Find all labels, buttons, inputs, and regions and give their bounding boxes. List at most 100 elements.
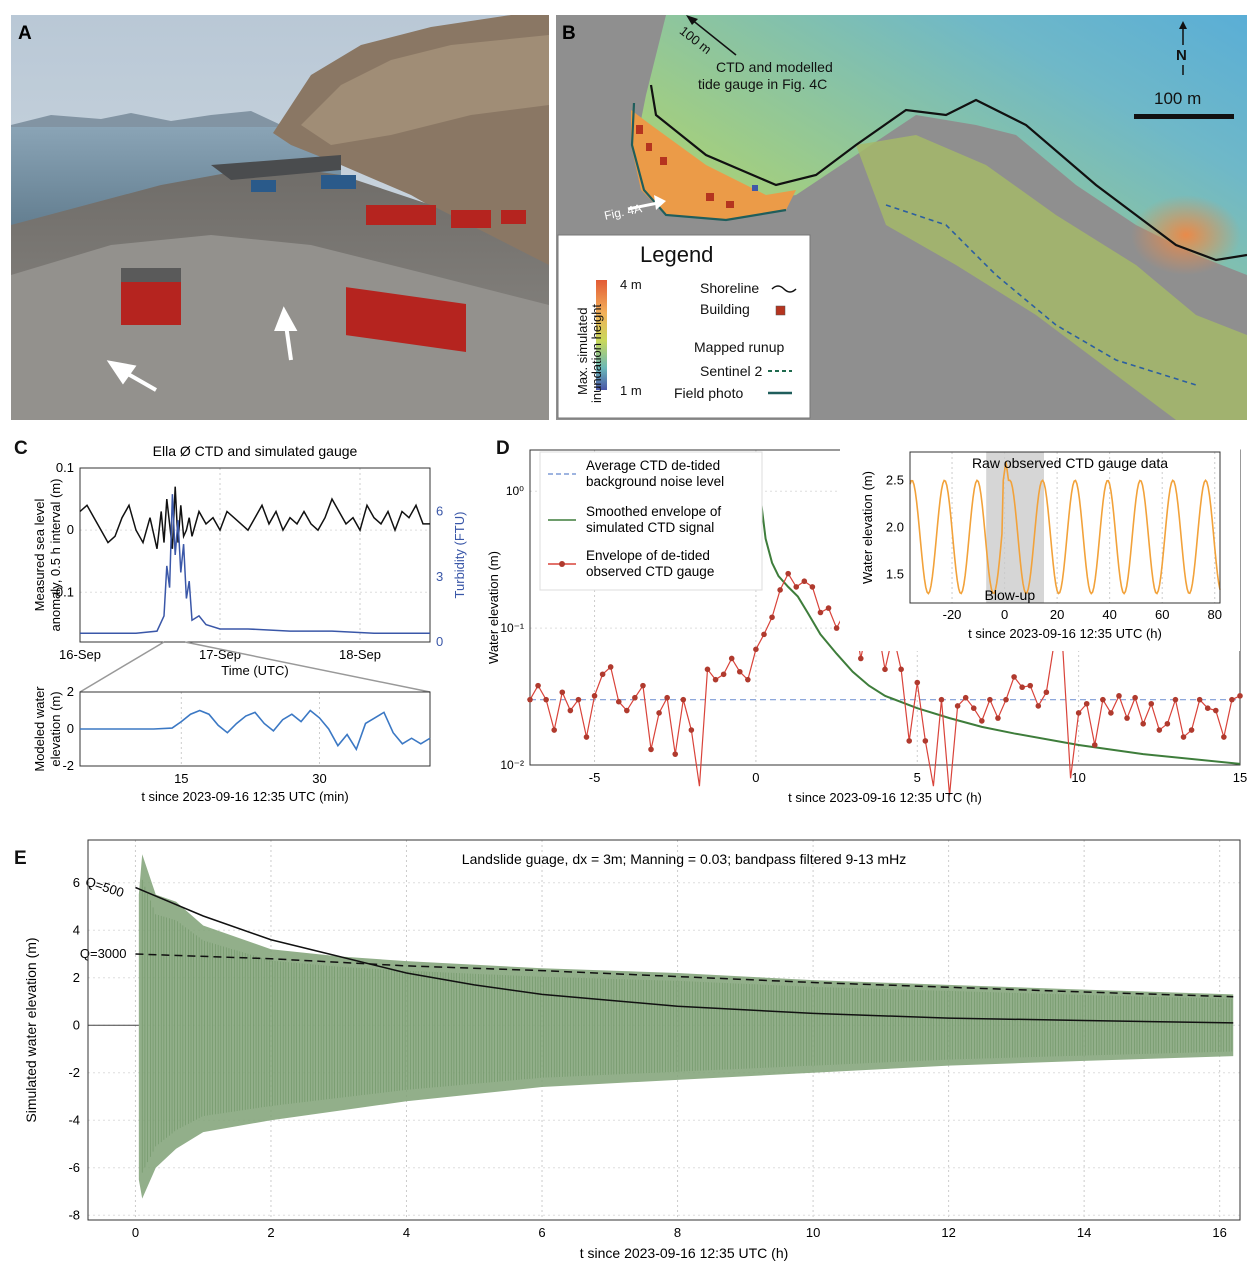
chart-e-ytick-label: -8 (68, 1207, 80, 1222)
chart-e-oscillation (141, 879, 1233, 1173)
chart-c-y2tick-label: 0 (436, 634, 443, 649)
chart-d-inset-xtick-label: 40 (1102, 607, 1116, 622)
chart-d-point (615, 698, 622, 705)
panel-e-chart: 0 2 4 6 8 10 12 14 16 6 4 2 0 -2 -4 -6 -8 Q=500 Q=3000 Land… (23, 839, 1241, 1261)
chart-d-point (995, 715, 1001, 721)
chart-c2-line (80, 709, 431, 752)
chart-d-point (680, 696, 687, 703)
chart-d-inset-xtick-label: 60 (1155, 607, 1169, 622)
chart-d-inset-xlabel: t since 2023-09-16 12:35 UTC (h) (968, 626, 1162, 641)
chart-d-point (712, 676, 719, 683)
chart-d-legend-label: simulated CTD signal (586, 520, 714, 535)
chart-d-inset-shade (986, 452, 1044, 603)
chart-c-ylabel-2: anomaly, 0.5 h interval (m) (48, 479, 63, 632)
chart-d-point (1027, 682, 1034, 689)
chart-d-point (882, 666, 888, 673)
chart-e-decay-curve-0 (135, 886, 1234, 1024)
chart-d-point (624, 707, 630, 714)
chart-d-legend-label: background noise level (586, 474, 724, 489)
chart-d-point (962, 694, 969, 701)
chart-d-point (1237, 693, 1243, 699)
chart-d-point (1221, 734, 1227, 740)
chart-d-point (567, 707, 574, 714)
chart-e-ytick-label: 6 (73, 875, 80, 890)
chart-e-ytick-label: 2 (73, 970, 80, 985)
chart-d-point (559, 689, 566, 696)
chart-e-ytick-label: -6 (68, 1160, 80, 1175)
chart-d-point (728, 655, 735, 662)
chart-d-point (656, 710, 662, 716)
chart-d-point (825, 605, 832, 611)
chart-c-title: Ella Ø CTD and simulated gauge (153, 443, 358, 459)
colorbar-bottom-label: 1 m (620, 383, 642, 398)
chart-d-point (1140, 720, 1146, 727)
chart-c-ytick-label: 0 (67, 522, 74, 537)
chart-e-xtick-label: 16 (1212, 1225, 1226, 1240)
chart-d-inset-line (909, 461, 1221, 595)
chart-d-xtick-label: 15 (1233, 770, 1247, 785)
chart-d-ylabel: Water elevation (m) (486, 551, 501, 664)
chart-d-point (1100, 696, 1106, 703)
north-label: N (1176, 47, 1187, 64)
chart-e-xtick-label: 8 (674, 1225, 681, 1240)
chart-d-legend-label: observed CTD gauge (586, 564, 714, 579)
panel-a-letter: A (18, 23, 32, 44)
chart-d-inset-xtick-label: 20 (1050, 607, 1064, 622)
chart-c-zoom-line (184, 641, 431, 693)
chart-d-point (1188, 727, 1195, 733)
chart-d-point (1172, 696, 1179, 703)
chart-d-legend-marker (559, 561, 565, 567)
chart-d-inset-ytick-label: 2.0 (886, 520, 904, 535)
chart-c-turbidity-line (80, 494, 430, 635)
chart-d-series-line-1 (754, 466, 1241, 765)
chart-d-point (857, 655, 864, 662)
chart-d-inset-xtick-label: 80 (1208, 607, 1222, 622)
chart-d-point (1156, 727, 1163, 733)
chart-d-point (1108, 710, 1114, 716)
colorbar-label-1: Max. simulated (575, 307, 590, 395)
chart-e-frame (87, 839, 1241, 1221)
chart-d-point (575, 696, 582, 703)
chart-d-point (793, 584, 800, 590)
chart-c-frame (79, 467, 431, 643)
chart-d-point (906, 738, 913, 744)
legend-building: Building (700, 301, 750, 317)
chart-d-point (704, 666, 711, 673)
chart-d-point (672, 751, 679, 757)
chart-d-ytick-label: 10⁻¹ (500, 621, 524, 635)
chart-e-xtick-label: 6 (538, 1225, 545, 1240)
panel-e-letter: E (14, 848, 27, 869)
chart-c2-ytick-label: -2 (62, 758, 74, 773)
legend-sentinel: Sentinel 2 (700, 363, 763, 379)
chart-c-xtick-label: 18-Sep (339, 647, 381, 662)
chart-d-point (970, 705, 977, 711)
chart-d-point (761, 631, 767, 638)
chart-d-point (898, 666, 904, 673)
chart-d-xlabel: t since 2023-09-16 12:35 UTC (h) (788, 790, 982, 805)
chart-c2-ytick-label: 2 (67, 684, 74, 699)
chart-c-ytick-label: -0.1 (52, 584, 74, 599)
chart-d-point (1212, 707, 1219, 714)
chart-d-xtick-label: 5 (914, 770, 921, 785)
chart-c2-xtick-label: 15 (174, 771, 188, 786)
chart-d-point (543, 696, 549, 703)
chart-d-point (801, 578, 808, 585)
colorbar-label-2: inundation height (589, 303, 604, 403)
chart-e-q3000-label: Q=3000 (80, 946, 127, 961)
chart-d-legend-label: Average CTD de-tided (586, 458, 720, 473)
chart-e-title: Landslide guage, dx = 3m; Manning = 0.03… (462, 851, 906, 867)
chart-d-point (1035, 703, 1042, 709)
chart-d-point (720, 671, 727, 678)
chart-d-point (1043, 689, 1050, 696)
chart-c-sealevel-line (79, 486, 430, 549)
chart-d-xtick-label: -5 (589, 770, 601, 785)
chart-e-ytick-label: -2 (68, 1065, 80, 1080)
chart-d-inset-ylabel: Water elevation (m) (860, 471, 875, 584)
panel-c-letter: C (14, 438, 28, 459)
chart-e-ytick-label: 0 (73, 1017, 80, 1032)
callout-text-1: CTD and modelled (716, 59, 833, 75)
chart-d-inset-ytick-label: 2.5 (886, 472, 904, 487)
chart-d-legend-label: Smoothed envelope of (586, 504, 721, 519)
chart-d-point (527, 696, 533, 703)
chart-e-xtick-label: 4 (403, 1225, 410, 1240)
